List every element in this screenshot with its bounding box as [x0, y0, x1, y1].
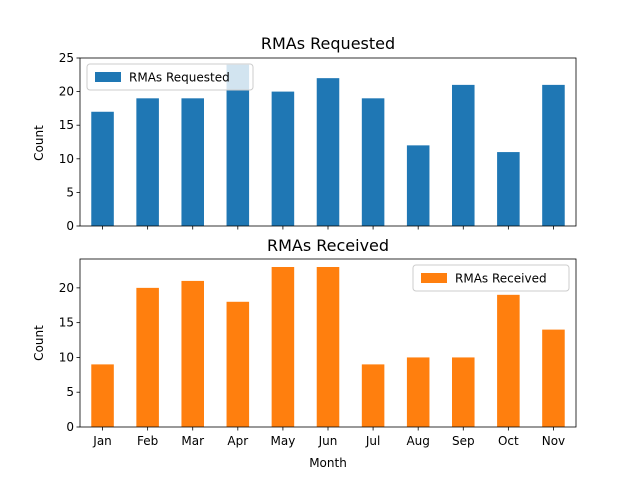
bar-requested-aug — [406, 145, 430, 226]
bar-requested-jul — [361, 98, 385, 226]
legend-requested: RMAs Requested — [86, 63, 254, 91]
y-tick-label-requested: 20 — [59, 85, 74, 99]
bar-received-apr — [226, 301, 250, 427]
x-tick-label-sep: Sep — [452, 434, 475, 448]
x-tick-label-feb: Feb — [137, 434, 158, 448]
legend-box — [86, 63, 254, 91]
legend-swatch — [421, 273, 447, 283]
plot-area-received: 0 5 10 15 20 Jan Feb Mar Apr May Jun Jul Aug Sep Oct No… — [59, 258, 577, 448]
bar-requested-feb — [136, 98, 159, 226]
legend-box — [412, 264, 570, 292]
bar-received-may — [271, 267, 295, 427]
y-tick-label-requested: 5 — [66, 185, 74, 199]
y-tick-label-requested: 0 — [66, 219, 74, 233]
bar-received-jan — [91, 364, 114, 427]
x-tick-label-mar: Mar — [181, 434, 204, 448]
bar-received-sep — [452, 357, 475, 427]
plot-area-requested: 0 5 10 15 20 25 RMAs Requested — [59, 51, 577, 233]
chart-title-requested: RMAs Requested — [261, 34, 395, 53]
bar-received-aug — [406, 357, 430, 427]
legend-swatch — [95, 72, 121, 82]
x-tick-label-jul: Jul — [365, 434, 380, 448]
x-tick-label-jun: Jun — [318, 434, 338, 448]
bar-requested-jan — [91, 111, 114, 226]
bar-received-nov — [542, 329, 565, 427]
legend-label: RMAs Received — [455, 272, 547, 286]
x-tick-label-may: May — [271, 434, 296, 448]
y-tick-label-requested: 25 — [59, 51, 74, 65]
chart-rmas-requested: RMAs Requested Count 0 5 10 15 20 25 RMAs Requ… — [32, 34, 577, 233]
bar-requested-jun — [316, 78, 340, 226]
y-axis-label-received: Count — [32, 325, 46, 361]
bar-requested-may — [271, 91, 295, 226]
y-tick-label-received: 10 — [59, 350, 74, 364]
bar-requested-nov — [542, 84, 565, 226]
y-tick-label-received: 5 — [66, 385, 74, 399]
y-tick-label-requested: 10 — [59, 152, 74, 166]
bar-received-jun — [316, 267, 340, 427]
x-tick-label-aug: Aug — [406, 434, 429, 448]
y-tick-label-received: 15 — [59, 316, 74, 330]
chart-rmas-received: RMAs Received Count Month 0 5 10 15 20 Jan Feb… — [32, 236, 577, 470]
chart-title-received: RMAs Received — [267, 236, 389, 255]
bar-received-mar — [181, 280, 204, 427]
bar-requested-mar — [181, 98, 204, 226]
y-tick-label-requested: 15 — [59, 118, 74, 132]
x-tick-label-nov: Nov — [542, 434, 565, 448]
x-axis-label-received: Month — [309, 456, 347, 470]
x-tick-label-oct: Oct — [498, 434, 519, 448]
x-tick-label-apr: Apr — [227, 434, 248, 448]
y-tick-label-received: 20 — [59, 281, 74, 295]
bar-requested-sep — [452, 84, 475, 226]
y-axis-label-requested: Count — [32, 125, 46, 161]
y-tick-label-received: 0 — [66, 420, 74, 434]
bar-received-jul — [361, 364, 385, 427]
x-tick-label-jan: Jan — [92, 434, 112, 448]
bar-received-feb — [136, 287, 159, 427]
bar-requested-oct — [497, 152, 520, 226]
bar-received-oct — [497, 294, 520, 427]
bar-requested-apr — [226, 64, 250, 226]
legend-received: RMAs Received — [412, 264, 570, 292]
legend-label: RMAs Requested — [129, 71, 230, 85]
